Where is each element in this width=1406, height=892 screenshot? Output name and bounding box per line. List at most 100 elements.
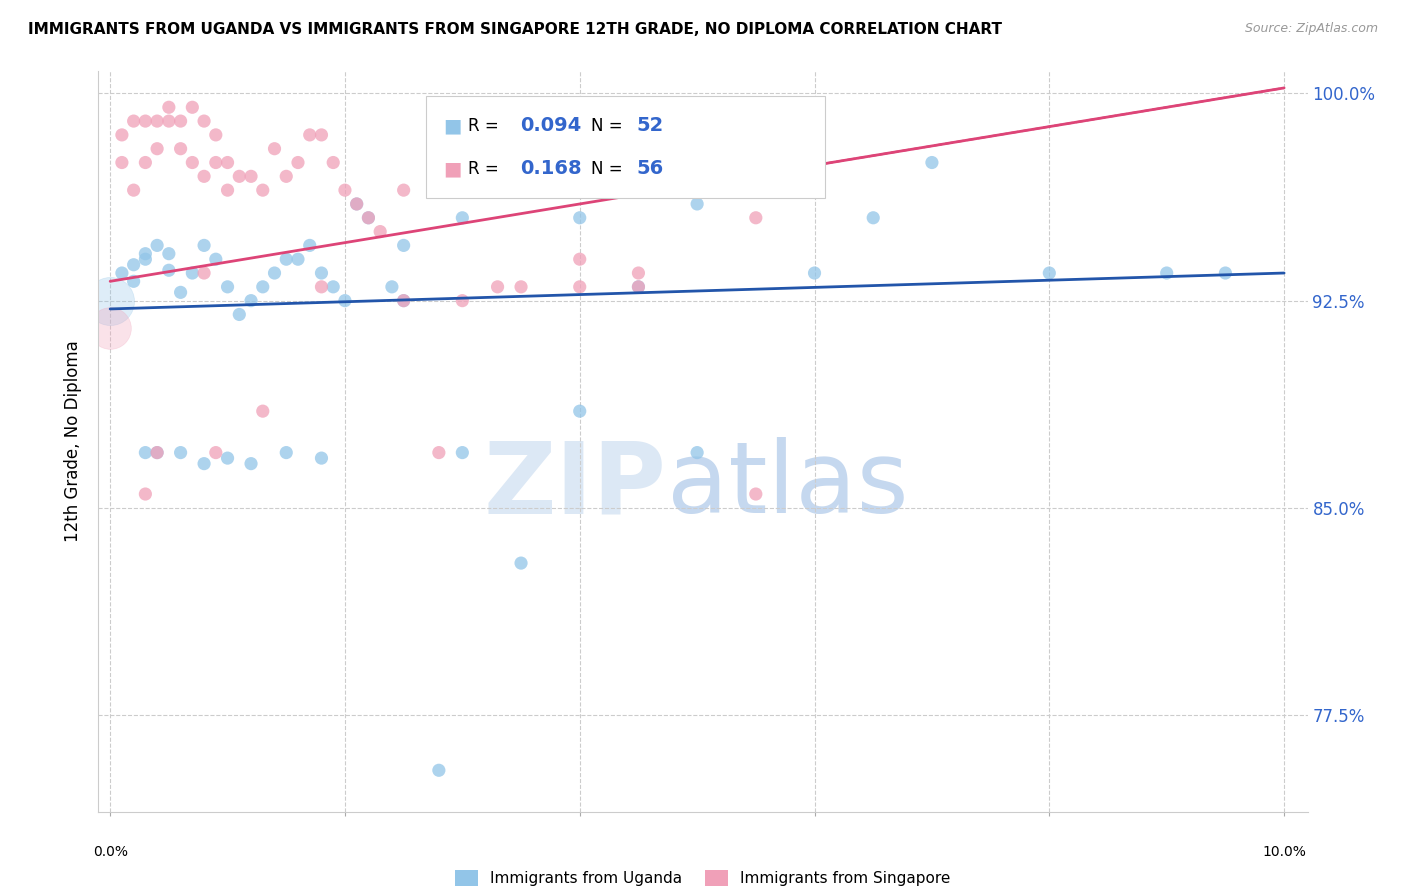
Point [627, 266, 650, 280]
Point [311, 280, 333, 294]
Point [111, 155, 134, 169]
Point [111, 266, 134, 280]
Point [276, 252, 298, 267]
Point [193, 169, 215, 184]
Text: atlas: atlas [666, 437, 908, 534]
Point [311, 451, 333, 466]
Point [451, 211, 474, 225]
Point [368, 225, 391, 239]
Point [217, 451, 239, 466]
Point [146, 445, 169, 459]
Point [169, 114, 191, 128]
Point [322, 155, 344, 169]
Point [252, 404, 274, 418]
Text: 0.168: 0.168 [520, 160, 582, 178]
Point [169, 142, 191, 156]
Text: 0.0%: 0.0% [93, 845, 128, 859]
Point [568, 280, 591, 294]
Point [98, 321, 121, 335]
Point [157, 114, 180, 128]
Text: ■: ■ [443, 160, 461, 178]
Point [803, 266, 825, 280]
Point [193, 114, 215, 128]
Point [627, 169, 650, 184]
Text: Source: ZipAtlas.com: Source: ZipAtlas.com [1244, 22, 1378, 36]
Point [392, 293, 415, 308]
Point [193, 238, 215, 252]
Point [134, 445, 156, 459]
Point [745, 211, 768, 225]
Point [921, 155, 943, 169]
Point [240, 293, 263, 308]
Point [1156, 266, 1178, 280]
Point [392, 293, 415, 308]
Point [240, 169, 263, 184]
Point [298, 238, 321, 252]
Point [122, 114, 145, 128]
Point [217, 183, 239, 197]
Point [204, 128, 226, 142]
Point [204, 155, 226, 169]
Text: 52: 52 [637, 116, 664, 135]
Text: 56: 56 [637, 160, 664, 178]
Point [627, 280, 650, 294]
Point [862, 211, 884, 225]
Point [745, 487, 768, 501]
Point [252, 280, 274, 294]
Point [217, 155, 239, 169]
Point [169, 285, 191, 300]
Point [134, 246, 156, 260]
Point [510, 280, 533, 294]
Point [568, 404, 591, 418]
Point [134, 252, 156, 267]
Point [276, 169, 298, 184]
Point [193, 266, 215, 280]
Point [146, 445, 169, 459]
Point [122, 183, 145, 197]
Point [333, 183, 356, 197]
Point [228, 308, 250, 322]
Point [311, 128, 333, 142]
Text: 0.094: 0.094 [520, 116, 582, 135]
Point [146, 114, 169, 128]
Point [204, 445, 226, 459]
Point [392, 183, 415, 197]
Point [627, 280, 650, 294]
Point [134, 155, 156, 169]
Point [427, 764, 450, 778]
Y-axis label: 12th Grade, No Diploma: 12th Grade, No Diploma [65, 341, 83, 542]
Point [392, 238, 415, 252]
Point [287, 252, 309, 267]
Point [181, 266, 204, 280]
Text: ■: ■ [443, 116, 461, 135]
Point [157, 246, 180, 260]
Legend: Immigrants from Uganda, Immigrants from Singapore: Immigrants from Uganda, Immigrants from … [449, 863, 957, 892]
Point [686, 197, 709, 211]
Point [122, 258, 145, 272]
Point [181, 155, 204, 169]
Point [252, 183, 274, 197]
Point [686, 445, 709, 459]
Point [263, 266, 285, 280]
Text: ZIP: ZIP [484, 437, 666, 534]
Text: N =: N = [591, 160, 627, 178]
Point [686, 155, 709, 169]
Point [122, 274, 145, 288]
Point [193, 457, 215, 471]
Point [311, 266, 333, 280]
Point [381, 280, 404, 294]
Point [568, 155, 591, 169]
Point [111, 128, 134, 142]
Point [157, 100, 180, 114]
Point [146, 142, 169, 156]
Point [1038, 266, 1060, 280]
Point [240, 457, 263, 471]
Point [169, 445, 191, 459]
Point [510, 169, 533, 184]
Point [276, 445, 298, 459]
Point [451, 155, 474, 169]
Point [322, 280, 344, 294]
Point [146, 238, 169, 252]
Point [181, 100, 204, 114]
Point [157, 263, 180, 277]
